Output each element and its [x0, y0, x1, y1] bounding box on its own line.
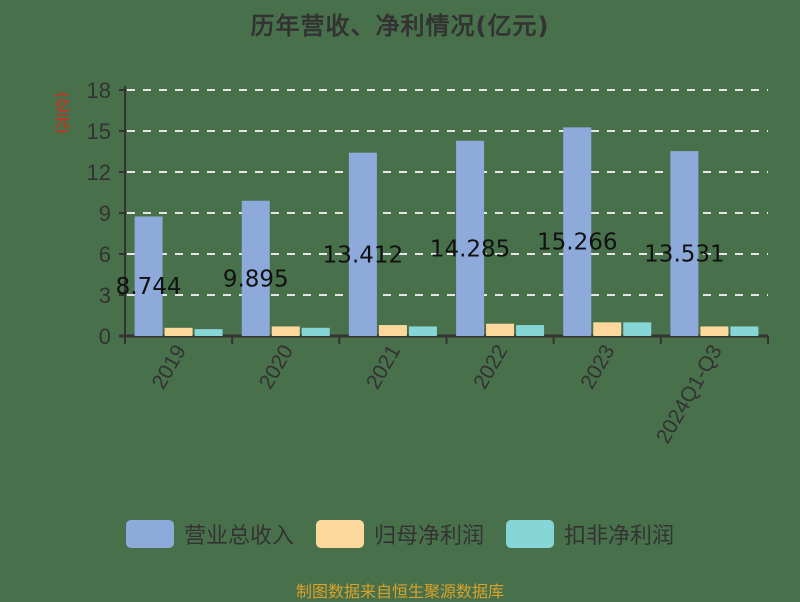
bar-0 [456, 140, 485, 336]
bar-2 [623, 322, 652, 336]
y-tick-label: 9 [99, 201, 111, 226]
data-label: 9.895 [223, 266, 289, 292]
bar-2 [194, 329, 223, 336]
bar-2 [408, 326, 437, 336]
legend-label: 扣非净利润 [564, 524, 675, 549]
bar-0 [348, 152, 377, 336]
bar-0 [563, 127, 592, 336]
data-label: 13.412 [323, 242, 403, 268]
bar-0 [670, 151, 699, 336]
y-tick-label: 12 [87, 160, 111, 185]
legend: 营业总收入 归母净利润 扣非净利润 [0, 518, 800, 550]
data-source-footer: 制图数据来自恒生聚源数据库 [295, 582, 504, 601]
bar-0 [134, 216, 163, 336]
data-label: 15.266 [537, 230, 617, 256]
legend-label: 营业总收入 [183, 524, 294, 549]
y-tick-label: 15 [87, 119, 111, 144]
data-label: 14.285 [430, 236, 510, 262]
legend-swatch-revenue [125, 520, 174, 548]
x-tick-label: 2020 [255, 341, 298, 393]
x-tick-label: 2019 [148, 341, 191, 393]
x-tick-label: 2021 [362, 341, 405, 393]
bar-1 [378, 325, 407, 336]
y-tick-label: 0 [99, 324, 111, 349]
bar-1 [486, 323, 515, 336]
legend-label: 归母净利润 [373, 524, 484, 549]
data-label: 8.744 [116, 274, 182, 300]
y-axis-unit-label: (亿元) [53, 92, 71, 134]
y-tick-label: 18 [87, 78, 111, 103]
x-tick-label: 2022 [469, 341, 512, 393]
chart-title: 历年营收、净利情况(亿元) [250, 12, 550, 40]
bar-1 [164, 327, 193, 336]
bar-2 [730, 326, 759, 336]
legend-swatch-net-profit [315, 520, 364, 548]
bar-2 [301, 327, 330, 336]
x-tick-label: 2023 [576, 341, 619, 393]
bar-2 [516, 325, 545, 336]
legend-item-deducted-profit[interactable]: 扣非净利润 [506, 518, 674, 550]
y-tick-label: 6 [99, 242, 111, 267]
y-tick-label: 3 [99, 283, 111, 308]
legend-item-net-profit[interactable]: 归母净利润 [315, 518, 484, 550]
bar-1 [700, 326, 729, 336]
bar-1 [593, 322, 622, 336]
x-tick-label: 2024Q1-Q3 [652, 341, 727, 448]
bar-1 [271, 326, 300, 336]
data-label: 13.531 [644, 242, 724, 268]
legend-item-revenue[interactable]: 营业总收入 [125, 518, 294, 550]
legend-swatch-deducted-profit [506, 520, 554, 548]
bar-0 [241, 200, 270, 336]
